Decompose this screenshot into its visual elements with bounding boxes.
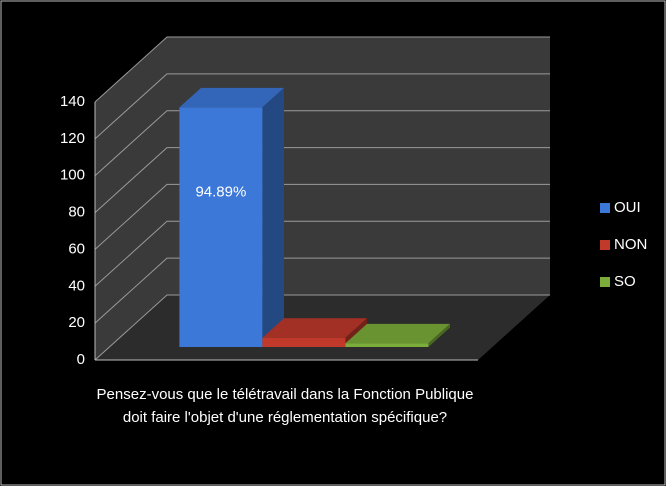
y-tick-label: 40 (68, 277, 85, 294)
bar (262, 337, 346, 347)
legend-label: SO (614, 273, 636, 290)
legend-swatch (600, 240, 610, 250)
y-tick-label: 0 (77, 351, 85, 368)
bar-top (345, 323, 450, 344)
legend-swatch (600, 277, 610, 287)
y-tick-label: 20 (68, 314, 85, 331)
legend-label: OUI (614, 199, 641, 216)
bar (179, 107, 263, 347)
y-tick-label: 120 (60, 130, 85, 147)
data-label: 94.89% (195, 183, 246, 200)
y-tick-label: 60 (68, 240, 85, 257)
side-wall (95, 37, 167, 360)
bar-side (262, 87, 284, 347)
legend-swatch (600, 203, 610, 213)
grid-line (94, 294, 550, 361)
grid-line (94, 147, 550, 213)
bar-top (179, 87, 284, 108)
legend-label: NON (614, 236, 647, 253)
grid-line (94, 183, 550, 250)
grid-line (94, 257, 550, 324)
x-category-label: Pensez-vous que le télétravail dans la F… (96, 386, 474, 426)
bar-top (262, 318, 367, 338)
grid-line (94, 110, 550, 177)
y-tick-label: 100 (60, 167, 85, 184)
y-tick-label: 80 (68, 204, 85, 221)
grid-line (94, 220, 550, 287)
grid-line (94, 73, 550, 140)
grid-line (94, 36, 550, 103)
bar-side (428, 323, 450, 347)
bar (345, 343, 429, 347)
y-tick-label: 140 (60, 93, 85, 110)
